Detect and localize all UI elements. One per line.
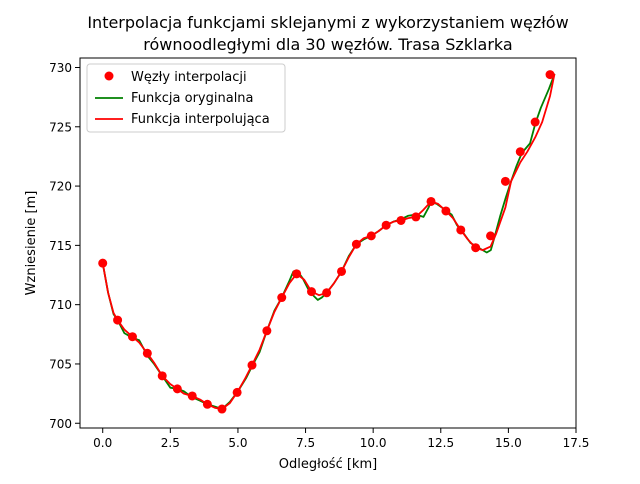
interpolation-node-point bbox=[471, 243, 481, 253]
node-markers bbox=[98, 70, 555, 414]
x-tick-label: 2.5 bbox=[161, 436, 180, 450]
y-tick-label: 730 bbox=[49, 61, 72, 75]
interpolation-node-point bbox=[142, 348, 152, 358]
axes-spines bbox=[79, 57, 577, 429]
legend-marker-nodes bbox=[104, 71, 114, 81]
chart-title-line-1: Interpolacja funkcjami sklejanymi z wyko… bbox=[87, 13, 568, 32]
interpolation-node-point bbox=[202, 399, 212, 409]
legend: Węzły interpolacji Funkcja oryginalna Fu… bbox=[86, 63, 286, 133]
legend-label-original: Funkcja oryginalna bbox=[131, 91, 254, 106]
interpolation-node-point bbox=[98, 258, 108, 268]
interpolation-node-point bbox=[322, 288, 332, 298]
interpolation-node-point bbox=[307, 287, 316, 297]
x-tick-label: 5.0 bbox=[228, 436, 247, 450]
interpolation-node-point bbox=[172, 384, 182, 394]
interpolation-node-point bbox=[396, 215, 406, 225]
interpolation-node-point bbox=[381, 220, 391, 230]
interpolation-node-point bbox=[530, 117, 540, 127]
y-tick-label: 715 bbox=[49, 239, 72, 253]
interpolation-node-point bbox=[500, 176, 510, 186]
interpolation-node-point bbox=[411, 212, 421, 222]
interpolation-node-point bbox=[247, 360, 257, 370]
interpolation-node-point bbox=[351, 239, 361, 249]
interpolation-node-point bbox=[441, 206, 451, 216]
interpolation-node-point bbox=[157, 371, 167, 381]
legend-label-nodes: Węzły interpolacji bbox=[131, 70, 247, 85]
y-tick-label: 710 bbox=[49, 298, 72, 312]
y-axis-ticks: 700 705 710 715 720 725 730 bbox=[49, 61, 80, 431]
interpolation-node-point bbox=[187, 391, 197, 401]
y-tick-label: 700 bbox=[49, 417, 72, 431]
x-tick-label: 10.0 bbox=[360, 436, 387, 450]
interpolation-node-point bbox=[292, 269, 302, 279]
interpolation-node-point bbox=[337, 266, 347, 276]
legend-label-interpolating: Funkcja interpolująca bbox=[131, 112, 270, 127]
x-tick-label: 15.0 bbox=[495, 436, 522, 450]
axes-frame bbox=[79, 57, 577, 429]
interpolation-node-point bbox=[232, 387, 242, 397]
x-tick-label: 17.5 bbox=[563, 436, 590, 450]
interpolation-node-point bbox=[217, 404, 227, 414]
interpolation-node-point bbox=[426, 196, 436, 206]
interpolation-node-point bbox=[366, 231, 376, 241]
y-axis-label: Wzniesienie [m] bbox=[24, 191, 39, 296]
y-tick-label: 720 bbox=[49, 180, 72, 194]
x-tick-label: 0.0 bbox=[93, 436, 112, 450]
interpolation-node-point bbox=[456, 225, 466, 235]
y-tick-label: 725 bbox=[49, 120, 72, 134]
x-axis-ticks: 0.0 2.5 5.0 7.5 10.0 12.5 15.0 17.5 bbox=[93, 428, 589, 450]
x-tick-label: 7.5 bbox=[296, 436, 315, 450]
x-tick-label: 12.5 bbox=[427, 436, 454, 450]
interpolation-node-point bbox=[127, 332, 137, 342]
legend-box bbox=[86, 63, 286, 133]
interpolation-node-point bbox=[277, 293, 287, 303]
chart-title-line-2: równoodległymi dla 30 węzłów. Trasa Szkl… bbox=[143, 35, 512, 54]
interpolation-node-point bbox=[262, 326, 272, 336]
interpolation-node-point bbox=[486, 231, 496, 241]
interpolation-node-point bbox=[515, 147, 525, 157]
interpolation-node-point bbox=[113, 315, 123, 325]
interpolation-node-point bbox=[545, 70, 555, 80]
y-tick-label: 705 bbox=[49, 357, 72, 371]
x-axis-label: Odległość [km] bbox=[279, 457, 377, 472]
